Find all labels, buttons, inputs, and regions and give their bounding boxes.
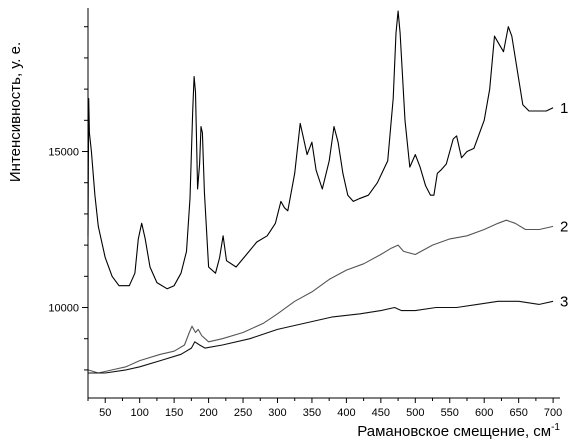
- x-axis-ticks: 50 100 150 200 250 300 350 400 450 500 550 600 650 70…: [87, 398, 562, 419]
- x-tick-label: 150: [165, 407, 183, 419]
- x-tick-label: 650: [509, 407, 527, 419]
- x-tick-label: 450: [372, 407, 390, 419]
- x-tick-label: 600: [475, 407, 493, 419]
- series-line-2: [87, 219, 554, 374]
- series-line-1: [87, 10, 554, 290]
- x-tick-label: 50: [99, 407, 111, 419]
- y-tick-label: 15000: [48, 147, 79, 159]
- y-tick-label: 10000: [48, 303, 79, 315]
- plot-area: [87, 10, 554, 374]
- x-axis-title-text: Рамановское смещение, см: [357, 423, 551, 440]
- x-tick-label: 200: [199, 407, 217, 419]
- x-tick-label: 300: [268, 407, 286, 419]
- series-labels: 1 2 3: [560, 100, 568, 310]
- x-tick-label: 500: [406, 407, 424, 419]
- x-axis-title-superscript: -1: [551, 422, 560, 433]
- y-axis-title: Интенсивность, у. е.: [7, 42, 24, 182]
- x-tick-label: 350: [303, 407, 321, 419]
- series-label-1: 1: [560, 100, 568, 117]
- y-axis-ticks: 10000 15000: [48, 26, 88, 371]
- x-tick-label: 700: [544, 407, 562, 419]
- series-label-3: 3: [560, 293, 568, 310]
- x-tick-label: 400: [337, 407, 355, 419]
- x-tick-label: 550: [441, 407, 459, 419]
- series-line-3: [88, 300, 554, 374]
- x-tick-label: 100: [130, 407, 148, 419]
- x-axis-title: Рамановское смещение, см-1: [357, 422, 560, 440]
- x-tick-label: 250: [234, 407, 252, 419]
- series-label-2: 2: [560, 218, 568, 235]
